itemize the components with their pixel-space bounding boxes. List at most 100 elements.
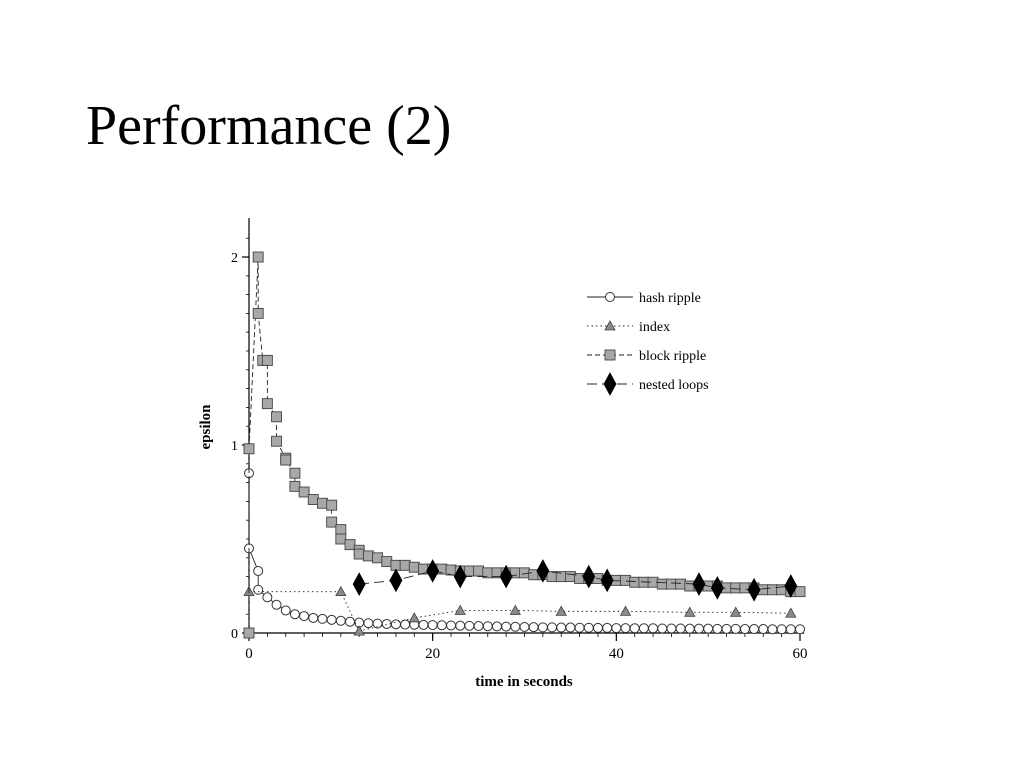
data-point-block-ripple: [445, 564, 457, 576]
series-hash-ripple: [244, 468, 805, 635]
data-point-block-ripple: [408, 561, 420, 573]
data-point-hash-ripple: [629, 623, 640, 634]
data-point-hash-ripple: [436, 620, 447, 631]
data-point-index: [353, 625, 365, 636]
data-point-hash-ripple: [795, 624, 805, 635]
data-point-block-ripple: [730, 582, 742, 594]
data-point-block-ripple: [399, 559, 411, 571]
data-point-block-ripple: [317, 497, 328, 509]
legend-label-hash-ripple: hash ripple: [639, 291, 701, 306]
x-tick-label: 0: [245, 646, 253, 662]
data-point-index: [785, 607, 797, 618]
data-point-hash-ripple: [464, 620, 475, 631]
data-point-hash-ripple: [400, 619, 411, 630]
data-point-hash-ripple: [675, 623, 686, 634]
data-point-hash-ripple: [657, 623, 668, 634]
data-point-block-ripple: [252, 251, 264, 263]
data-point-index: [619, 605, 632, 616]
data-point-hash-ripple: [547, 622, 558, 633]
data-point-hash-ripple: [482, 621, 493, 632]
data-point-block-ripple: [344, 539, 356, 551]
data-point-block-ripple: [261, 398, 273, 410]
data-point-hash-ripple: [574, 622, 585, 633]
data-point-hash-ripple: [767, 624, 778, 635]
data-point-block-ripple: [353, 548, 365, 560]
data-point-hash-ripple: [592, 622, 603, 633]
data-point-nested-loops: [352, 572, 366, 596]
data-point-hash-ripple: [271, 599, 282, 610]
data-point-hash-ripple: [785, 624, 796, 635]
data-point-hash-ripple: [510, 621, 521, 632]
data-point-hash-ripple: [326, 614, 337, 625]
y-axis-label: epsilon: [198, 404, 214, 450]
data-point-index: [730, 606, 742, 617]
data-point-hash-ripple: [455, 620, 466, 631]
data-point-hash-ripple: [712, 623, 723, 634]
data-point-block-ripple: [473, 565, 485, 577]
slide-title: Performance (2): [86, 95, 452, 157]
data-point-index: [454, 604, 466, 615]
legend-marker-index: [604, 320, 616, 331]
data-point-block-ripple: [298, 486, 310, 498]
data-point-nested-loops: [536, 559, 550, 583]
data-point-block-ripple: [335, 524, 347, 536]
data-point-block-ripple: [362, 550, 374, 562]
x-tick-label: 40: [609, 646, 624, 662]
data-point-nested-loops: [389, 568, 403, 593]
data-point-block-ripple: [271, 411, 282, 423]
data-point-block-ripple: [794, 586, 806, 598]
legend-label-nested-loops: nested loops: [639, 378, 709, 393]
data-point-hash-ripple: [556, 622, 567, 633]
data-point-hash-ripple: [684, 623, 695, 634]
data-point-block-ripple: [546, 571, 558, 583]
data-point-hash-ripple: [666, 623, 677, 634]
data-point-block-ripple: [261, 354, 273, 366]
x-axis-label: time in seconds: [475, 674, 573, 690]
data-point-block-ripple: [289, 467, 301, 479]
data-point-block-ripple: [767, 584, 778, 596]
data-point-block-ripple: [463, 565, 475, 577]
data-point-hash-ripple: [620, 623, 631, 634]
data-point-hash-ripple: [262, 592, 273, 603]
data-point-nested-loops: [582, 564, 596, 589]
data-point-index: [509, 604, 521, 615]
data-point-hash-ripple: [693, 623, 704, 634]
data-point-hash-ripple: [528, 622, 539, 633]
legend-label-index: index: [639, 320, 670, 335]
data-point-hash-ripple: [501, 621, 512, 632]
data-point-hash-ripple: [335, 615, 346, 626]
data-point-hash-ripple: [253, 584, 264, 595]
data-point-hash-ripple: [519, 621, 530, 632]
data-point-hash-ripple: [583, 622, 594, 633]
data-point-nested-loops: [426, 559, 440, 583]
data-point-hash-ripple: [611, 623, 622, 634]
data-point-nested-loops: [784, 574, 798, 598]
y-tick-label: 2: [231, 251, 238, 266]
data-point-hash-ripple: [280, 605, 291, 616]
data-point-hash-ripple: [418, 619, 429, 630]
data-point-index: [335, 585, 347, 597]
data-point-hash-ripple: [721, 623, 732, 634]
legend-marker-nested-loops: [603, 372, 617, 396]
y-tick-label: 0: [231, 627, 238, 642]
data-point-hash-ripple: [537, 622, 548, 633]
data-point-hash-ripple: [299, 611, 310, 622]
data-point-hash-ripple: [491, 621, 502, 632]
data-point-nested-loops: [710, 576, 724, 600]
data-point-hash-ripple: [345, 616, 356, 627]
data-point-block-ripple: [243, 627, 255, 639]
data-point-block-ripple: [656, 578, 668, 590]
data-point-nested-loops: [600, 568, 614, 593]
data-point-hash-ripple: [638, 623, 649, 634]
series-block-ripple: [243, 251, 806, 639]
data-point-block-ripple: [684, 580, 696, 592]
data-point-hash-ripple: [703, 623, 714, 634]
data-point-hash-ripple: [739, 624, 750, 635]
data-point-hash-ripple: [308, 612, 319, 623]
data-point-block-ripple: [252, 307, 264, 319]
data-point-nested-loops: [692, 572, 706, 596]
data-point-block-ripple: [381, 556, 393, 568]
data-point-block-ripple: [280, 454, 292, 466]
chart-series: [243, 251, 806, 639]
